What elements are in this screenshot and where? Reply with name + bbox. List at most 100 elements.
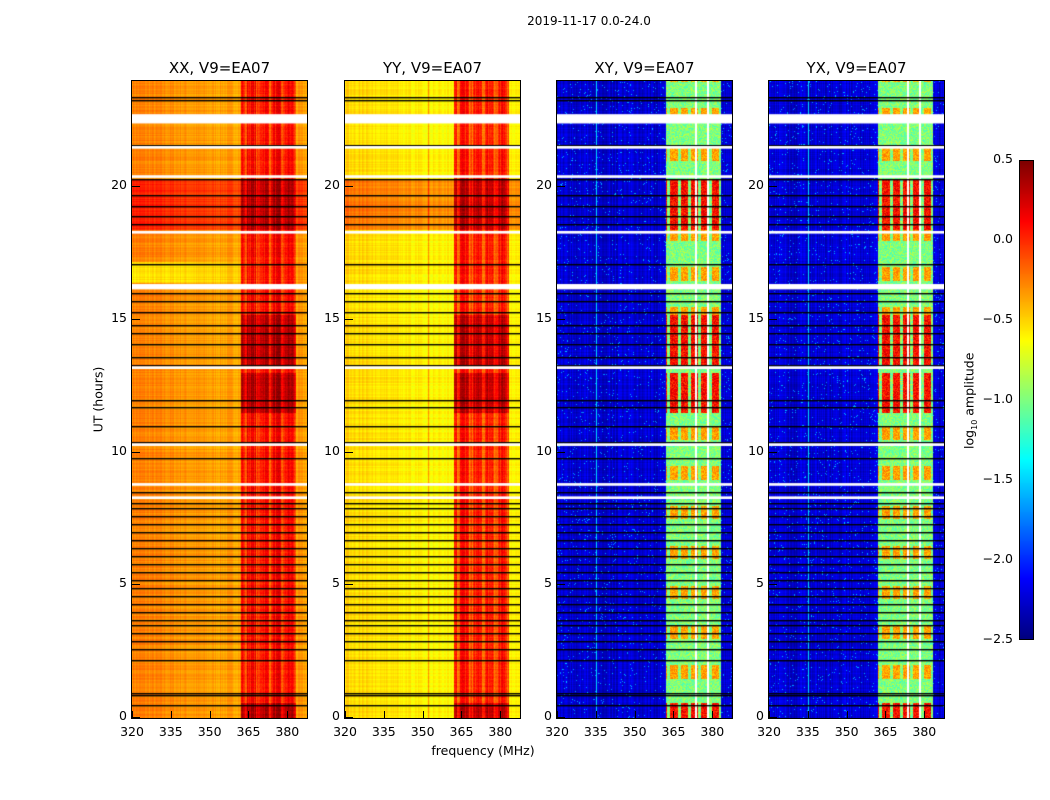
y-tick-mark [132,318,140,320]
x-tick-mark [209,711,211,719]
y-tick-label: 10 [111,442,127,458]
colorbar-label-sub: 10 [969,419,979,430]
heatmap-panel-yy [344,80,521,719]
x-tick-label: 335 [795,724,820,739]
x-tick-mark [287,711,289,719]
y-tick-mark [557,584,565,586]
y-tick-label: 15 [748,309,764,325]
x-tick-mark [170,711,172,719]
x-tick-mark [248,711,250,719]
x-tick-label: 320 [120,724,144,739]
x-tick-label: 320 [545,724,569,739]
heatmap-image [557,81,732,718]
x-tick-label: 365 [236,724,261,739]
y-tick-label: 10 [324,442,340,458]
y-tick-mark [345,584,353,586]
y-tick-mark [345,451,353,453]
x-tick-mark [634,711,636,719]
y-tick-label: 15 [111,309,127,325]
colorbar-tick-label: −0.5 [982,311,1013,326]
x-tick-label: 365 [873,724,898,739]
x-tick-mark [769,711,770,719]
y-tick-mark [132,584,140,586]
figure-title: 2019-11-17 0.0-24.0 [527,14,651,28]
x-tick-mark [807,711,809,719]
y-tick-label: 5 [332,575,340,591]
x-tick-label: 335 [583,724,608,739]
x-tick-label: 380 [912,724,937,739]
y-tick-label: 0 [544,708,552,723]
y-tick-label: 5 [119,575,127,591]
y-tick-label: 20 [536,177,552,193]
x-tick-label: 335 [158,724,183,739]
x-tick-mark [345,711,346,719]
colorbar-tick-label: 0.0 [993,231,1013,246]
y-tick-mark [132,186,140,188]
x-tick-mark [924,711,926,719]
y-tick-label: 10 [748,442,764,458]
heatmap-panel-yx [768,80,945,719]
y-tick-mark [132,451,140,453]
y-tick-mark [345,717,353,718]
x-tick-mark [885,711,887,719]
x-tick-mark [383,711,385,719]
y-tick-mark [557,186,565,188]
x-tick-label: 320 [333,724,357,739]
y-tick-mark [769,451,777,453]
y-tick-mark [557,451,565,453]
x-tick-label: 335 [371,724,396,739]
y-tick-mark [769,186,777,188]
panel-title: YY, V9=EA07 [382,59,483,77]
y-tick-mark [557,318,565,320]
x-tick-mark [557,711,558,719]
colorbar-label: log10 amplitude [961,331,979,471]
x-tick-mark [712,711,714,719]
heatmap-image [769,81,944,718]
x-tick-label: 365 [661,724,686,739]
x-tick-mark [595,711,597,719]
x-axis-label: frequency (MHz) [431,743,535,758]
y-tick-label: 0 [756,708,764,723]
y-tick-mark [557,717,565,718]
x-tick-label: 380 [275,724,300,739]
x-tick-label: 365 [449,724,474,739]
y-tick-label: 20 [111,177,127,193]
y-tick-mark [769,717,777,718]
y-tick-mark [132,717,140,718]
y-tick-label: 5 [756,575,764,591]
x-tick-label: 380 [488,724,513,739]
x-tick-mark [500,711,502,719]
colorbar-tick-label: −2.0 [982,551,1013,566]
y-tick-label: 15 [324,309,340,325]
x-tick-mark [422,711,424,719]
x-tick-label: 350 [197,724,222,739]
colorbar-tick-label: −1.5 [982,471,1013,486]
y-tick-label: 20 [748,177,764,193]
x-tick-label: 350 [410,724,435,739]
y-axis-label: UT (hours) [90,366,106,433]
y-tick-label: 5 [544,575,552,591]
colorbar-tick-label: −2.5 [982,631,1013,646]
x-tick-label: 350 [622,724,647,739]
y-tick-label: 10 [536,442,552,458]
x-tick-mark [461,711,463,719]
colorbar-tick-label: −1.0 [982,391,1013,406]
x-tick-mark [132,711,133,719]
y-tick-mark [769,584,777,586]
heatmap-image [132,81,307,718]
y-tick-label: 0 [332,708,340,723]
y-tick-label: 20 [324,177,340,193]
colorbar-label-post: amplitude [961,352,977,420]
colorbar [1019,160,1034,640]
heatmap-image [345,81,520,718]
x-tick-label: 380 [700,724,725,739]
heatmap-panel-xy [556,80,733,719]
colorbar-tick-label: 0.5 [993,151,1013,166]
y-tick-label: 15 [536,309,552,325]
x-tick-label: 320 [757,724,781,739]
x-tick-label: 350 [834,724,859,739]
heatmap-panel-xx [131,80,308,719]
y-tick-mark [345,186,353,188]
colorbar-label-pre: log [961,429,977,449]
y-tick-label: 0 [119,708,127,723]
